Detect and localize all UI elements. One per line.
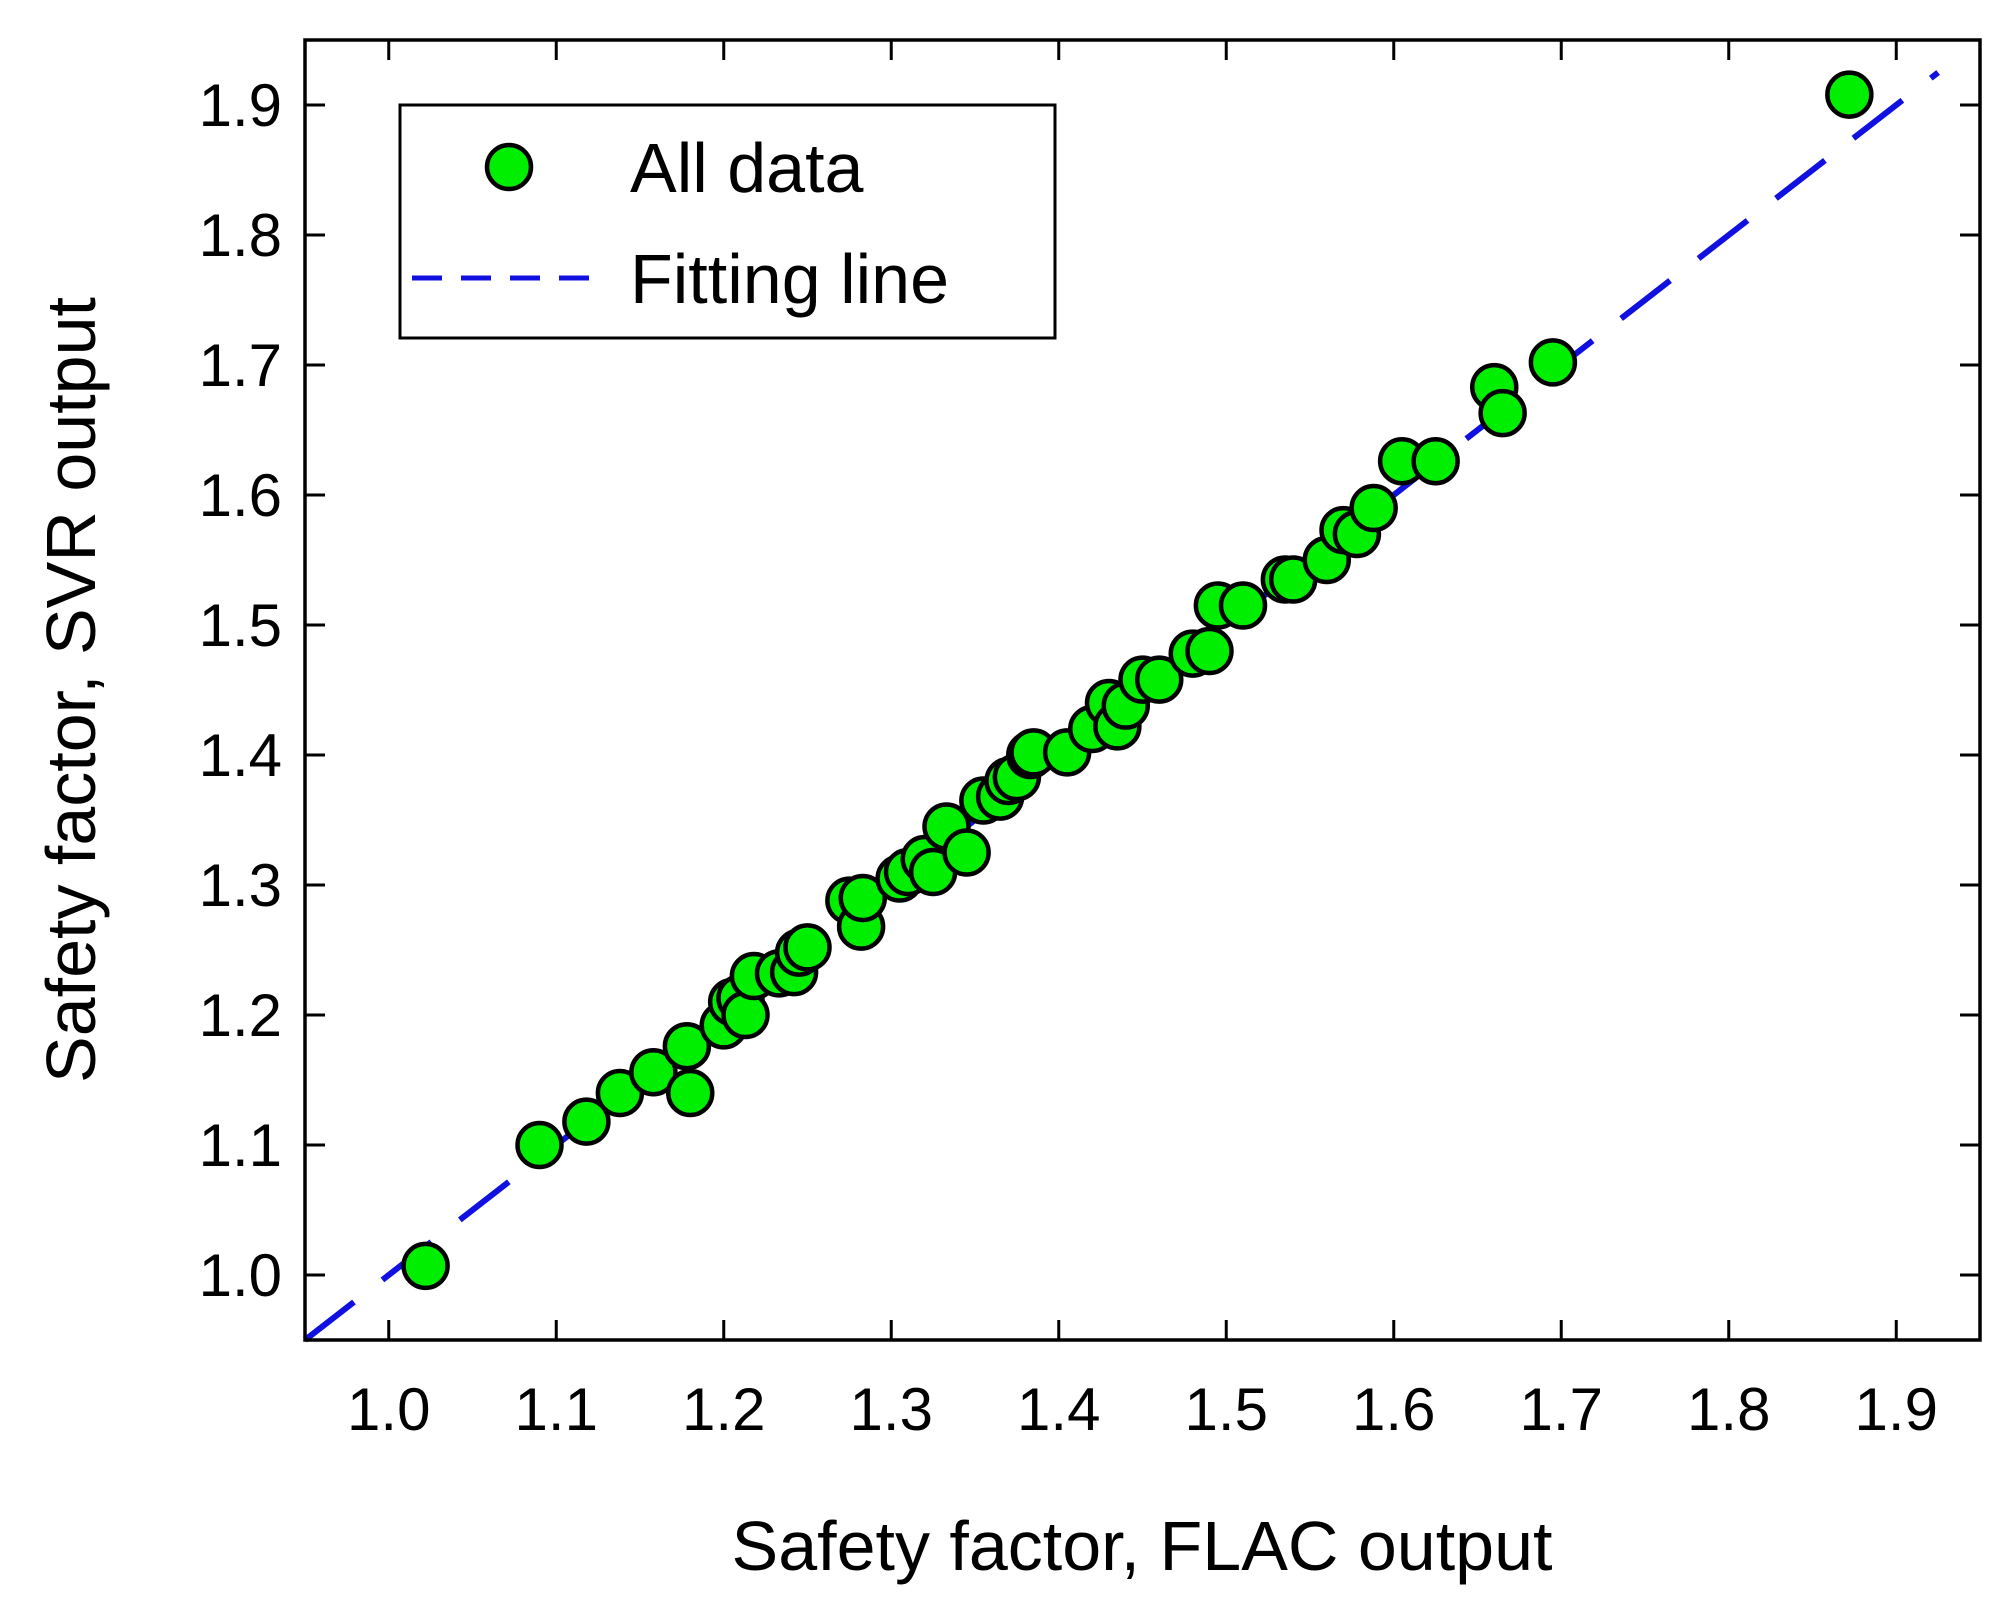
data-point bbox=[783, 923, 832, 972]
y-tick-labels: 1.0 1.1 1.2 1.3 1.4 1.5 1.6 1.7 1.8 1.9 bbox=[199, 72, 282, 1309]
y-tick-label: 1.0 bbox=[199, 1242, 282, 1309]
x-tick-label: 1.3 bbox=[850, 1376, 933, 1443]
plot-frame bbox=[303, 38, 1982, 1342]
y-tick-label: 1.6 bbox=[199, 462, 282, 529]
x-tick-label: 1.5 bbox=[1185, 1376, 1268, 1443]
data-point bbox=[662, 1021, 712, 1071]
data-point bbox=[401, 1241, 450, 1291]
legend-label-all-data: All data bbox=[630, 129, 864, 207]
x-tick-label: 1.6 bbox=[1352, 1376, 1435, 1443]
x-tick-label: 1.0 bbox=[347, 1376, 430, 1443]
y-tick-label: 1.4 bbox=[199, 722, 282, 789]
data-point bbox=[666, 1068, 715, 1118]
x-tick-label: 1.1 bbox=[515, 1376, 598, 1443]
legend: All data Fitting line bbox=[398, 103, 1057, 340]
y-tick-label: 1.5 bbox=[199, 592, 282, 659]
data-point bbox=[721, 990, 770, 1040]
y-tick-label: 1.8 bbox=[199, 202, 282, 269]
data-point bbox=[1478, 388, 1527, 438]
x-tick-label: 1.7 bbox=[1520, 1376, 1603, 1443]
legend-label-fitting-line: Fitting line bbox=[630, 240, 949, 318]
data-point bbox=[1528, 338, 1578, 387]
data-point bbox=[942, 828, 991, 877]
y-tick-label: 1.2 bbox=[199, 982, 282, 1049]
data-point bbox=[1825, 70, 1874, 119]
data-point bbox=[562, 1097, 611, 1146]
legend-marker-all-data bbox=[484, 142, 534, 192]
data-point bbox=[1349, 483, 1398, 533]
data-point bbox=[1185, 626, 1234, 676]
data-point bbox=[515, 1120, 564, 1170]
y-axis-title: Safety factor, SVR output bbox=[32, 297, 110, 1083]
data-point bbox=[629, 1047, 678, 1097]
y-tick-label: 1.3 bbox=[199, 852, 282, 919]
y-tick-label: 1.9 bbox=[199, 72, 282, 139]
data-points-layer bbox=[401, 70, 1874, 1291]
x-tick-label: 1.4 bbox=[1017, 1376, 1100, 1443]
x-tick-label: 1.8 bbox=[1687, 1376, 1770, 1443]
axis-ticks-layer bbox=[305, 40, 1980, 1340]
x-tick-label: 1.9 bbox=[1855, 1376, 1938, 1443]
x-tick-labels: 1.0 1.1 1.2 1.3 1.4 1.5 1.6 1.7 1.8 1.9 bbox=[347, 1376, 1938, 1443]
y-tick-label: 1.7 bbox=[199, 332, 282, 399]
data-point bbox=[838, 873, 888, 923]
data-point bbox=[1411, 436, 1460, 486]
x-axis-title: Safety factor, FLAC output bbox=[732, 1507, 1553, 1585]
x-tick-label: 1.2 bbox=[682, 1376, 765, 1443]
y-tick-label: 1.1 bbox=[199, 1112, 282, 1179]
data-point bbox=[1135, 655, 1184, 704]
data-point bbox=[1218, 581, 1268, 630]
